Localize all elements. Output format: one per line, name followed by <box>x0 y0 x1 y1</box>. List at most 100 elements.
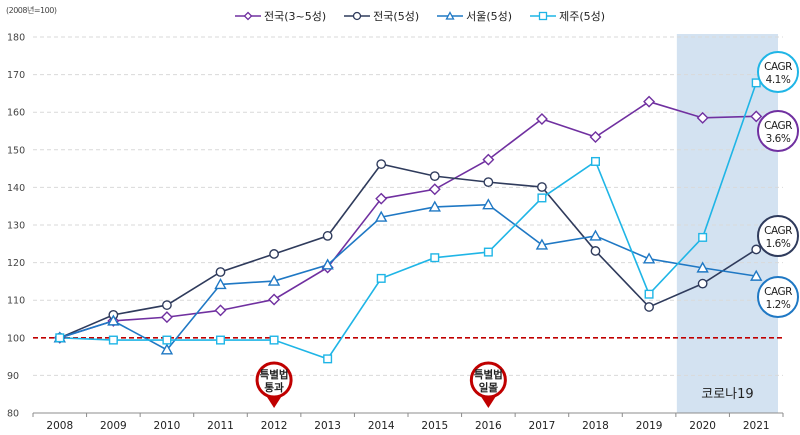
x-tick-label: 2015 <box>421 420 448 432</box>
data-point-circle <box>269 249 279 259</box>
pin-circle <box>255 361 293 399</box>
circle-marker-icon <box>344 11 371 21</box>
cagr-value: 3.6% <box>766 133 791 145</box>
data-point-triangle <box>750 269 763 281</box>
data-point-diamond <box>696 111 709 124</box>
data-point-triangle <box>589 229 602 241</box>
series-line <box>59 82 757 360</box>
data-point-square <box>323 354 333 364</box>
data-point-square <box>376 273 386 283</box>
y-tick-label: 100 <box>7 333 25 344</box>
data-point-square <box>644 289 654 299</box>
pin-label: 일몰 <box>479 381 499 394</box>
series-line <box>59 100 757 339</box>
y-tick-label: 160 <box>7 108 25 119</box>
series-line <box>59 203 757 351</box>
data-point-triangle <box>642 252 656 264</box>
y-tick-label: 120 <box>7 258 25 269</box>
data-point-diamond <box>482 153 495 166</box>
triangle-marker-icon <box>437 11 464 20</box>
data-point-diamond <box>643 95 656 108</box>
y-tick-label: 130 <box>7 221 25 232</box>
data-point-triangle <box>267 274 281 286</box>
cagr-label: CAGR <box>764 120 792 132</box>
x-tick-label: 2019 <box>636 420 663 432</box>
x-tick-label: 2016 <box>475 420 502 432</box>
data-point-circle <box>162 300 172 310</box>
legend-label: 전국(5성) <box>373 10 420 23</box>
pin-circle <box>469 361 507 399</box>
x-tick-label: 2008 <box>46 420 73 432</box>
legend-label: 서울(5성) <box>466 10 513 23</box>
data-point-triangle <box>696 261 709 273</box>
data-point-diamond <box>268 293 281 306</box>
legend: 전국(3~5성) 전국(5성) 서울(5성) 제주(5성) <box>235 8 605 24</box>
data-point-triangle <box>321 258 334 270</box>
y-tick-label: 140 <box>7 183 25 194</box>
data-point-square <box>591 156 601 166</box>
data-point-triangle <box>535 238 549 250</box>
y-tick-label: 90 <box>7 371 19 382</box>
cagr-label: CAGR <box>764 61 792 73</box>
cagr-value: 1.2% <box>766 299 791 311</box>
data-point-triangle <box>428 200 441 212</box>
data-point-triangle <box>482 198 495 210</box>
data-point-diamond <box>589 131 602 144</box>
y-tick-label: 170 <box>7 70 25 81</box>
pin-label: 특별법 <box>474 368 503 381</box>
data-point-diamond <box>375 192 388 205</box>
data-point-circle <box>590 246 601 256</box>
diamond-marker-icon <box>235 11 261 21</box>
data-point-circle <box>483 177 494 188</box>
data-point-square <box>430 253 440 263</box>
x-tick-label: 2021 <box>743 420 770 432</box>
data-point-square <box>751 78 761 88</box>
y-tick-label: 110 <box>7 296 25 307</box>
cagr-label: CAGR <box>764 225 792 237</box>
data-point-circle <box>376 159 387 169</box>
cagr-label: CAGR <box>764 286 792 298</box>
x-tick-label: 2012 <box>261 420 288 432</box>
series-line <box>59 163 757 339</box>
data-point-square <box>55 333 65 343</box>
data-point-circle <box>697 278 708 289</box>
data-point-square <box>215 335 225 345</box>
legend-item: 서울(5성) <box>437 8 512 24</box>
cagr-value: 4.1% <box>766 74 791 86</box>
x-tick-label: 2014 <box>368 420 395 432</box>
cagr-bubble <box>757 51 799 93</box>
x-tick-label: 2009 <box>100 420 127 432</box>
x-tick-label: 2017 <box>529 420 556 432</box>
legend-label: 전국(3~5성) <box>264 10 327 23</box>
y-tick-label: 180 <box>7 33 25 44</box>
legend-item: 전국(5성) <box>344 8 419 24</box>
x-tick-label: 2010 <box>154 420 181 432</box>
data-point-triangle <box>375 210 388 222</box>
data-point-circle <box>215 267 226 277</box>
cagr-bubble <box>757 110 799 152</box>
data-point-triangle <box>107 314 120 326</box>
x-tick-label: 2018 <box>582 420 609 432</box>
data-point-square <box>483 247 493 257</box>
covid-label: 코로나19 <box>701 387 753 402</box>
y-unit-label: (2008년=100) <box>6 6 57 15</box>
x-tick-label: 2020 <box>689 420 716 432</box>
data-point-square <box>537 193 547 203</box>
data-point-circle <box>322 231 333 241</box>
data-point-square <box>698 232 708 242</box>
data-point-square <box>108 335 118 345</box>
data-point-diamond <box>428 183 441 196</box>
y-tick-label: 80 <box>7 409 19 420</box>
legend-item: 제주(5성) <box>530 8 605 24</box>
pin-label: 통과 <box>264 381 284 394</box>
data-point-circle <box>429 171 440 182</box>
x-tick-label: 2011 <box>207 420 234 432</box>
data-point-triangle <box>214 277 227 290</box>
cagr-value: 1.6% <box>766 238 791 250</box>
cagr-bubble <box>757 215 799 257</box>
cagr-bubble <box>757 276 799 318</box>
data-point-triangle <box>160 343 174 355</box>
data-point-diamond <box>750 110 763 123</box>
data-point-circle <box>751 244 762 255</box>
